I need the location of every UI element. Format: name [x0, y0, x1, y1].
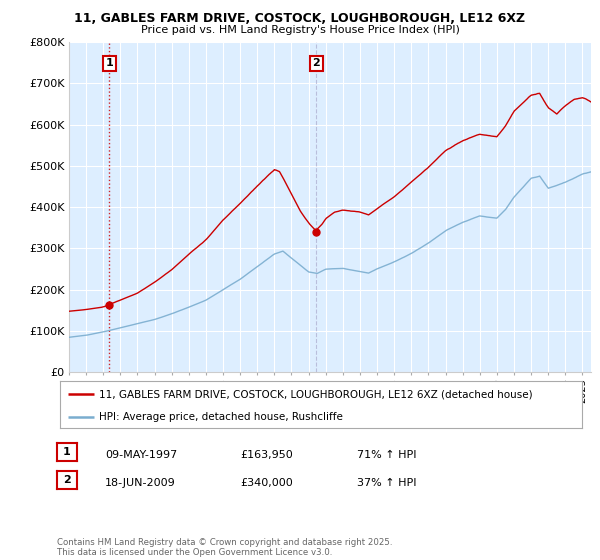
- Text: 1: 1: [63, 447, 71, 457]
- Text: 18-JUN-2009: 18-JUN-2009: [105, 478, 176, 488]
- Text: 2: 2: [63, 475, 71, 485]
- Text: 09-MAY-1997: 09-MAY-1997: [105, 450, 177, 460]
- Text: HPI: Average price, detached house, Rushcliffe: HPI: Average price, detached house, Rush…: [99, 412, 343, 422]
- Text: 71% ↑ HPI: 71% ↑ HPI: [357, 450, 416, 460]
- Text: £163,950: £163,950: [240, 450, 293, 460]
- Text: Contains HM Land Registry data © Crown copyright and database right 2025.
This d: Contains HM Land Registry data © Crown c…: [57, 538, 392, 557]
- Text: 11, GABLES FARM DRIVE, COSTOCK, LOUGHBOROUGH, LE12 6XZ: 11, GABLES FARM DRIVE, COSTOCK, LOUGHBOR…: [74, 12, 526, 25]
- Text: 11, GABLES FARM DRIVE, COSTOCK, LOUGHBOROUGH, LE12 6XZ (detached house): 11, GABLES FARM DRIVE, COSTOCK, LOUGHBOR…: [99, 389, 533, 399]
- Text: 37% ↑ HPI: 37% ↑ HPI: [357, 478, 416, 488]
- Text: 2: 2: [313, 58, 320, 68]
- Text: Price paid vs. HM Land Registry's House Price Index (HPI): Price paid vs. HM Land Registry's House …: [140, 25, 460, 35]
- Text: 1: 1: [106, 58, 113, 68]
- Text: £340,000: £340,000: [240, 478, 293, 488]
